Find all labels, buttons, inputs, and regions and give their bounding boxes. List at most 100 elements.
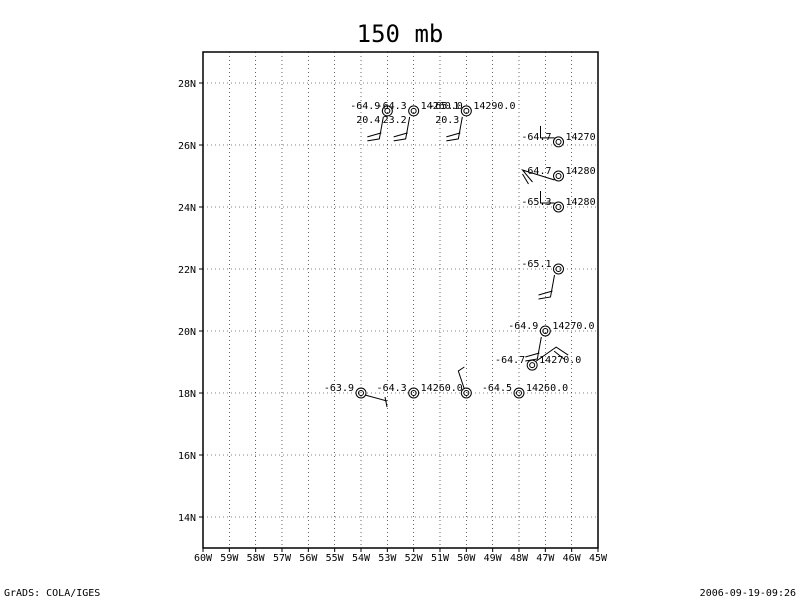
station-circle-outer — [408, 105, 420, 117]
station-circle-outer — [553, 263, 564, 275]
wind-barb — [522, 173, 529, 185]
x-tick-label: 55W — [326, 553, 345, 564]
station-height: 14260.0 — [421, 383, 463, 394]
y-tick-label: 16N — [178, 451, 196, 462]
station-7: -64.9 14270.0 — [508, 321, 594, 362]
y-tick-label: 28N — [178, 79, 196, 90]
wind-barb — [540, 191, 555, 204]
footer-timestamp: 2006-09-19-09:26 — [699, 588, 796, 599]
station-circle-inner — [542, 328, 549, 334]
station-4: -64.7 14280 — [521, 166, 596, 185]
station-height: 14280 — [566, 166, 596, 177]
wind-barb — [367, 116, 384, 142]
x-tick-label: 51W — [431, 553, 450, 564]
station-circle-outer — [381, 105, 393, 117]
station-circle-inner — [463, 107, 470, 114]
station-circle-outer — [408, 387, 420, 399]
station-height: 14270.0 — [539, 355, 581, 366]
station-height: 14280 — [566, 197, 596, 208]
station-circle-outer — [460, 105, 472, 117]
station-height: 14260.0 — [526, 383, 568, 394]
station-5: -65.3 14280 — [521, 191, 596, 213]
station-circle-outer — [513, 387, 525, 399]
x-tick-label: 58W — [247, 553, 266, 564]
station-temperature: -64.9 — [350, 101, 380, 112]
station-8: -64.7 14270.0 — [495, 346, 581, 371]
station-0: -64.9 20.4 — [350, 101, 393, 142]
station-circle-inner — [463, 390, 470, 396]
y-tick-label: 18N — [178, 389, 196, 400]
wind-barb — [446, 132, 461, 138]
y-tick-label: 14N — [178, 513, 196, 524]
x-tick-label: 48W — [510, 553, 529, 564]
y-tick-label: 24N — [178, 203, 196, 214]
plot-title: 150 mb — [357, 20, 444, 48]
wind-barb — [367, 132, 382, 138]
station-dewpoint: 20.3 — [435, 115, 459, 126]
station-6: -65.1 — [521, 259, 564, 300]
station-temperature: -64.3 — [377, 101, 407, 112]
station-circle-inner — [555, 204, 562, 210]
plot-frame — [202, 51, 599, 549]
station-circle-outer — [553, 170, 564, 182]
station-circle-outer — [355, 387, 367, 399]
wind-barb — [393, 132, 408, 138]
station-temperature: -65.3 — [521, 197, 551, 208]
station-temperature: -64.7 — [521, 166, 551, 177]
y-tick-label: 22N — [178, 265, 196, 276]
station-dewpoint: 20.4 — [356, 115, 380, 126]
wind-barb — [457, 366, 465, 390]
station-temperature: -63.9 — [324, 383, 354, 394]
wind-barb — [525, 352, 540, 358]
x-tick-label: 59W — [220, 553, 239, 564]
station-1: -64.3 14260.0 23.2 — [377, 101, 463, 142]
station-circle-inner — [358, 390, 364, 396]
station-circle-inner — [384, 107, 391, 114]
wind-barb — [538, 274, 555, 300]
x-tick-label: 53W — [378, 553, 397, 564]
station-circle-outer — [553, 136, 564, 148]
x-tick-label: 50W — [457, 553, 476, 564]
station-height: 14290.0 — [473, 101, 515, 112]
station-circle-inner — [555, 138, 562, 145]
station-11 — [457, 366, 472, 399]
footer-credit: GrADS: COLA/IGES — [4, 588, 101, 599]
station-temperature: -64.3 — [377, 383, 407, 394]
wind-barb — [553, 350, 565, 360]
x-tick-label: 46W — [563, 553, 582, 564]
x-tick-label: 49W — [484, 553, 503, 564]
wind-barb — [540, 125, 555, 139]
station-temperature: -64.7 — [521, 132, 551, 143]
station-circle-inner — [555, 266, 562, 272]
wind-barb — [525, 336, 542, 362]
wind-barb — [384, 396, 388, 408]
station-dewpoint: 23.2 — [383, 115, 407, 126]
station-2: -65.1 14290.0 20.3 — [429, 101, 515, 142]
station-circle-outer — [553, 201, 564, 213]
station-plots: -64.9 20.4 -64.3 14260.0 23.2 -65.1 14290.0 20.… — [324, 101, 596, 408]
station-circle-outer — [539, 325, 551, 337]
y-axis-ticks: 14N 16N 18N 20N 22N 24N 26N 28N — [178, 79, 203, 524]
station-circle-outer — [526, 359, 538, 371]
station-12: -64.5 14260.0 — [482, 383, 568, 399]
station-circle-inner — [529, 362, 536, 369]
y-tick-label: 20N — [178, 327, 196, 338]
wind-barb — [446, 116, 463, 142]
x-tick-label: 60W — [194, 553, 213, 564]
grid-lines — [203, 52, 598, 548]
station-10: -64.3 14260.0 — [377, 383, 463, 399]
station-circle-outer — [460, 387, 472, 399]
x-tick-label: 45W — [589, 553, 608, 564]
station-temperature: -64.7 — [495, 355, 525, 366]
y-tick-label: 26N — [178, 141, 196, 152]
station-3: -64.7 14270 — [521, 125, 596, 148]
wind-barb — [393, 116, 411, 142]
station-height: 14270.0 — [552, 321, 594, 332]
x-tick-label: 57W — [273, 553, 292, 564]
wind-barb — [535, 346, 569, 362]
x-tick-label: 54W — [352, 553, 371, 564]
station-height: 14270 — [566, 132, 596, 143]
x-tick-label: 52W — [405, 553, 424, 564]
